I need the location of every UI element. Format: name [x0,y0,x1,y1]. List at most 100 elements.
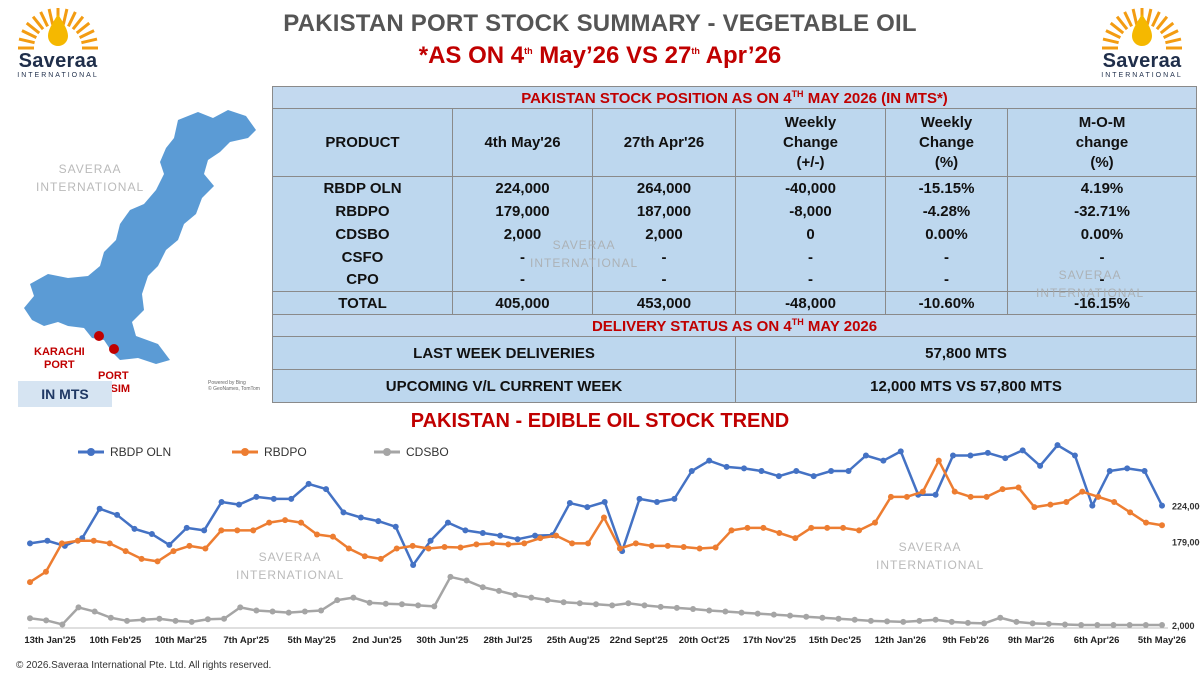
sun-ray [75,21,91,35]
data-point [75,604,82,611]
data-point [884,618,891,625]
heading-part: MAY 2026 (IN MTS*) [803,89,948,107]
page-subtitle: *AS ON 4th May’26 VS 27th Apr’26 [230,42,970,70]
data-point [1031,504,1038,511]
data-point [313,531,320,538]
data-point [532,532,539,539]
data-point [270,495,277,502]
x-tick-label: 28th Jul'25 [484,635,533,646]
logo-brand: Saveraa [1102,50,1182,72]
data-point [131,525,138,532]
data-point [269,608,276,615]
data-point [138,555,145,562]
stock-trend-chart: 13th Jan'25 10th Feb'25 10th Mar'25 7th Apr… [24,442,1200,646]
data-point [566,500,573,507]
data-point [218,527,225,534]
port-qasim-marker [109,344,119,354]
sun-ray [1155,15,1169,31]
data-point [983,493,990,500]
watermark-line: SAVERAA [58,162,122,176]
watermark: SAVERAA INTERNATIONAL [36,160,144,196]
stock-table-heading: PAKISTAN STOCK POSITION AS ON 4TH MAY 20… [271,86,1198,109]
data-point [537,535,544,542]
cell-product: RBDPO [272,199,453,223]
data-point [479,584,486,591]
data-point [393,545,400,552]
cell-mom: - [1006,245,1198,269]
data-point [1110,621,1117,628]
product-row: RBDPO 179,000 187,000 -8,000 -4.28% -32.71% [272,199,1198,223]
data-point [512,592,519,598]
data-point [1143,519,1150,526]
heading-part: PAKISTAN STOCK POSITION AS ON 4 [521,89,792,107]
data-point [148,531,155,538]
col-mom: M-O-M change (%) [1006,108,1198,177]
data-point [361,553,368,560]
watermark-line: INTERNATIONAL [1036,286,1145,300]
data-point [285,609,292,616]
data-point [253,607,260,614]
x-tick-label: 5th May'25 [288,635,337,646]
data-point [425,545,432,552]
sun-ray [1123,11,1133,28]
data-point [1047,501,1054,508]
legend-label: RBDP OLN [110,445,171,459]
data-point [819,614,826,621]
chart-title: PAKISTAN - EDIBLE OIL STOCK TREND [410,410,790,432]
col-weekly-pct: Weekly Change (%) [885,108,1008,177]
sun-ray [39,11,49,28]
watermark: SAVERAA INTERNATIONAL [236,548,344,584]
data-point [183,524,190,531]
data-point [576,600,583,607]
data-point [948,618,955,625]
data-point [1078,621,1085,628]
data-point [431,603,438,610]
data-point [919,488,926,495]
data-point [473,541,480,548]
data-point [1124,465,1131,472]
data-point [318,607,325,614]
data-point [495,587,502,594]
sun-ray [61,8,69,25]
upcoming-value: 12,000 MTS VS 57,800 MTS [734,369,1198,403]
data-point [760,524,767,531]
sun-ray [1109,21,1125,35]
watermark-line: SAVERAA [258,550,322,564]
data-point [140,616,147,623]
cell-weekly-pct: 0.00% [885,222,1008,246]
data-point [712,544,719,551]
x-tick-label: 25th Aug'25 [547,635,601,646]
data-point [648,542,655,549]
cell-product: TOTAL [272,291,453,315]
data-point [1127,509,1134,516]
data-point [903,493,910,500]
data-point [340,509,347,516]
data-point [862,452,869,459]
cell-weekly-pct: -10.60% [885,291,1008,315]
data-point [1013,618,1020,625]
data-point [560,599,567,606]
x-tick-label: 6th Apr'26 [1074,635,1120,646]
karachi-port-label: KARACHI PORT [34,346,85,372]
product-row: CDSBO 2,000 2,000 0 0.00% 0.00% [272,222,1198,246]
sun-ray [1105,29,1122,39]
upcoming-label: UPCOMING V/L CURRENT WEEK [272,369,736,403]
watermark-line: INTERNATIONAL [236,568,345,582]
data-point [984,449,991,456]
col-weekly-abs: Weekly Change (+/-) [735,108,886,177]
data-point [288,495,295,502]
data-point [505,541,512,548]
x-tick-label: 15th Dec'25 [809,635,862,646]
sun-ray [1151,11,1161,28]
data-point [657,603,664,610]
cell-product: CPO [272,268,453,292]
logo-sub: INTERNATIONAL [17,72,99,79]
sun-ray [1131,8,1139,25]
data-point [845,468,852,474]
data-point [775,473,782,480]
cell-mom: 4.19% [1006,176,1198,200]
data-point [334,597,341,604]
series-end-label: 224,000 [1172,502,1200,512]
data-point [156,615,163,622]
data-point [1159,502,1165,509]
